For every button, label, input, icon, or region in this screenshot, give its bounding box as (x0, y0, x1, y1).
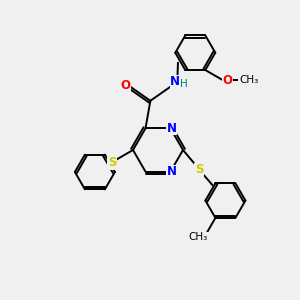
Text: N: N (167, 165, 176, 178)
Text: O: O (223, 74, 232, 86)
Text: H: H (180, 79, 188, 89)
Text: S: S (195, 164, 203, 176)
Text: S: S (108, 157, 116, 169)
Text: CH₃: CH₃ (239, 75, 258, 85)
Text: CH₃: CH₃ (189, 232, 208, 242)
Text: N: N (170, 75, 180, 88)
Text: N: N (167, 122, 176, 135)
Text: O: O (121, 79, 131, 92)
